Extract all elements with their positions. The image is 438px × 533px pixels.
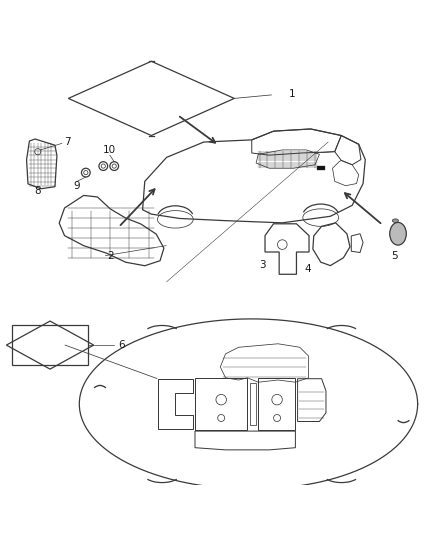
Text: 8: 8 — [35, 185, 41, 196]
Text: 10: 10 — [103, 145, 117, 155]
Text: 5: 5 — [392, 251, 398, 261]
Text: 1: 1 — [289, 89, 296, 99]
Text: 4: 4 — [304, 264, 311, 274]
Text: 7: 7 — [64, 137, 71, 147]
Text: 9: 9 — [74, 181, 81, 191]
Text: 2: 2 — [108, 251, 114, 261]
Ellipse shape — [392, 219, 399, 222]
Bar — [317, 166, 325, 171]
Text: 3: 3 — [259, 260, 266, 270]
Bar — [12, 326, 88, 365]
Text: 6: 6 — [119, 340, 125, 350]
Ellipse shape — [390, 222, 406, 245]
